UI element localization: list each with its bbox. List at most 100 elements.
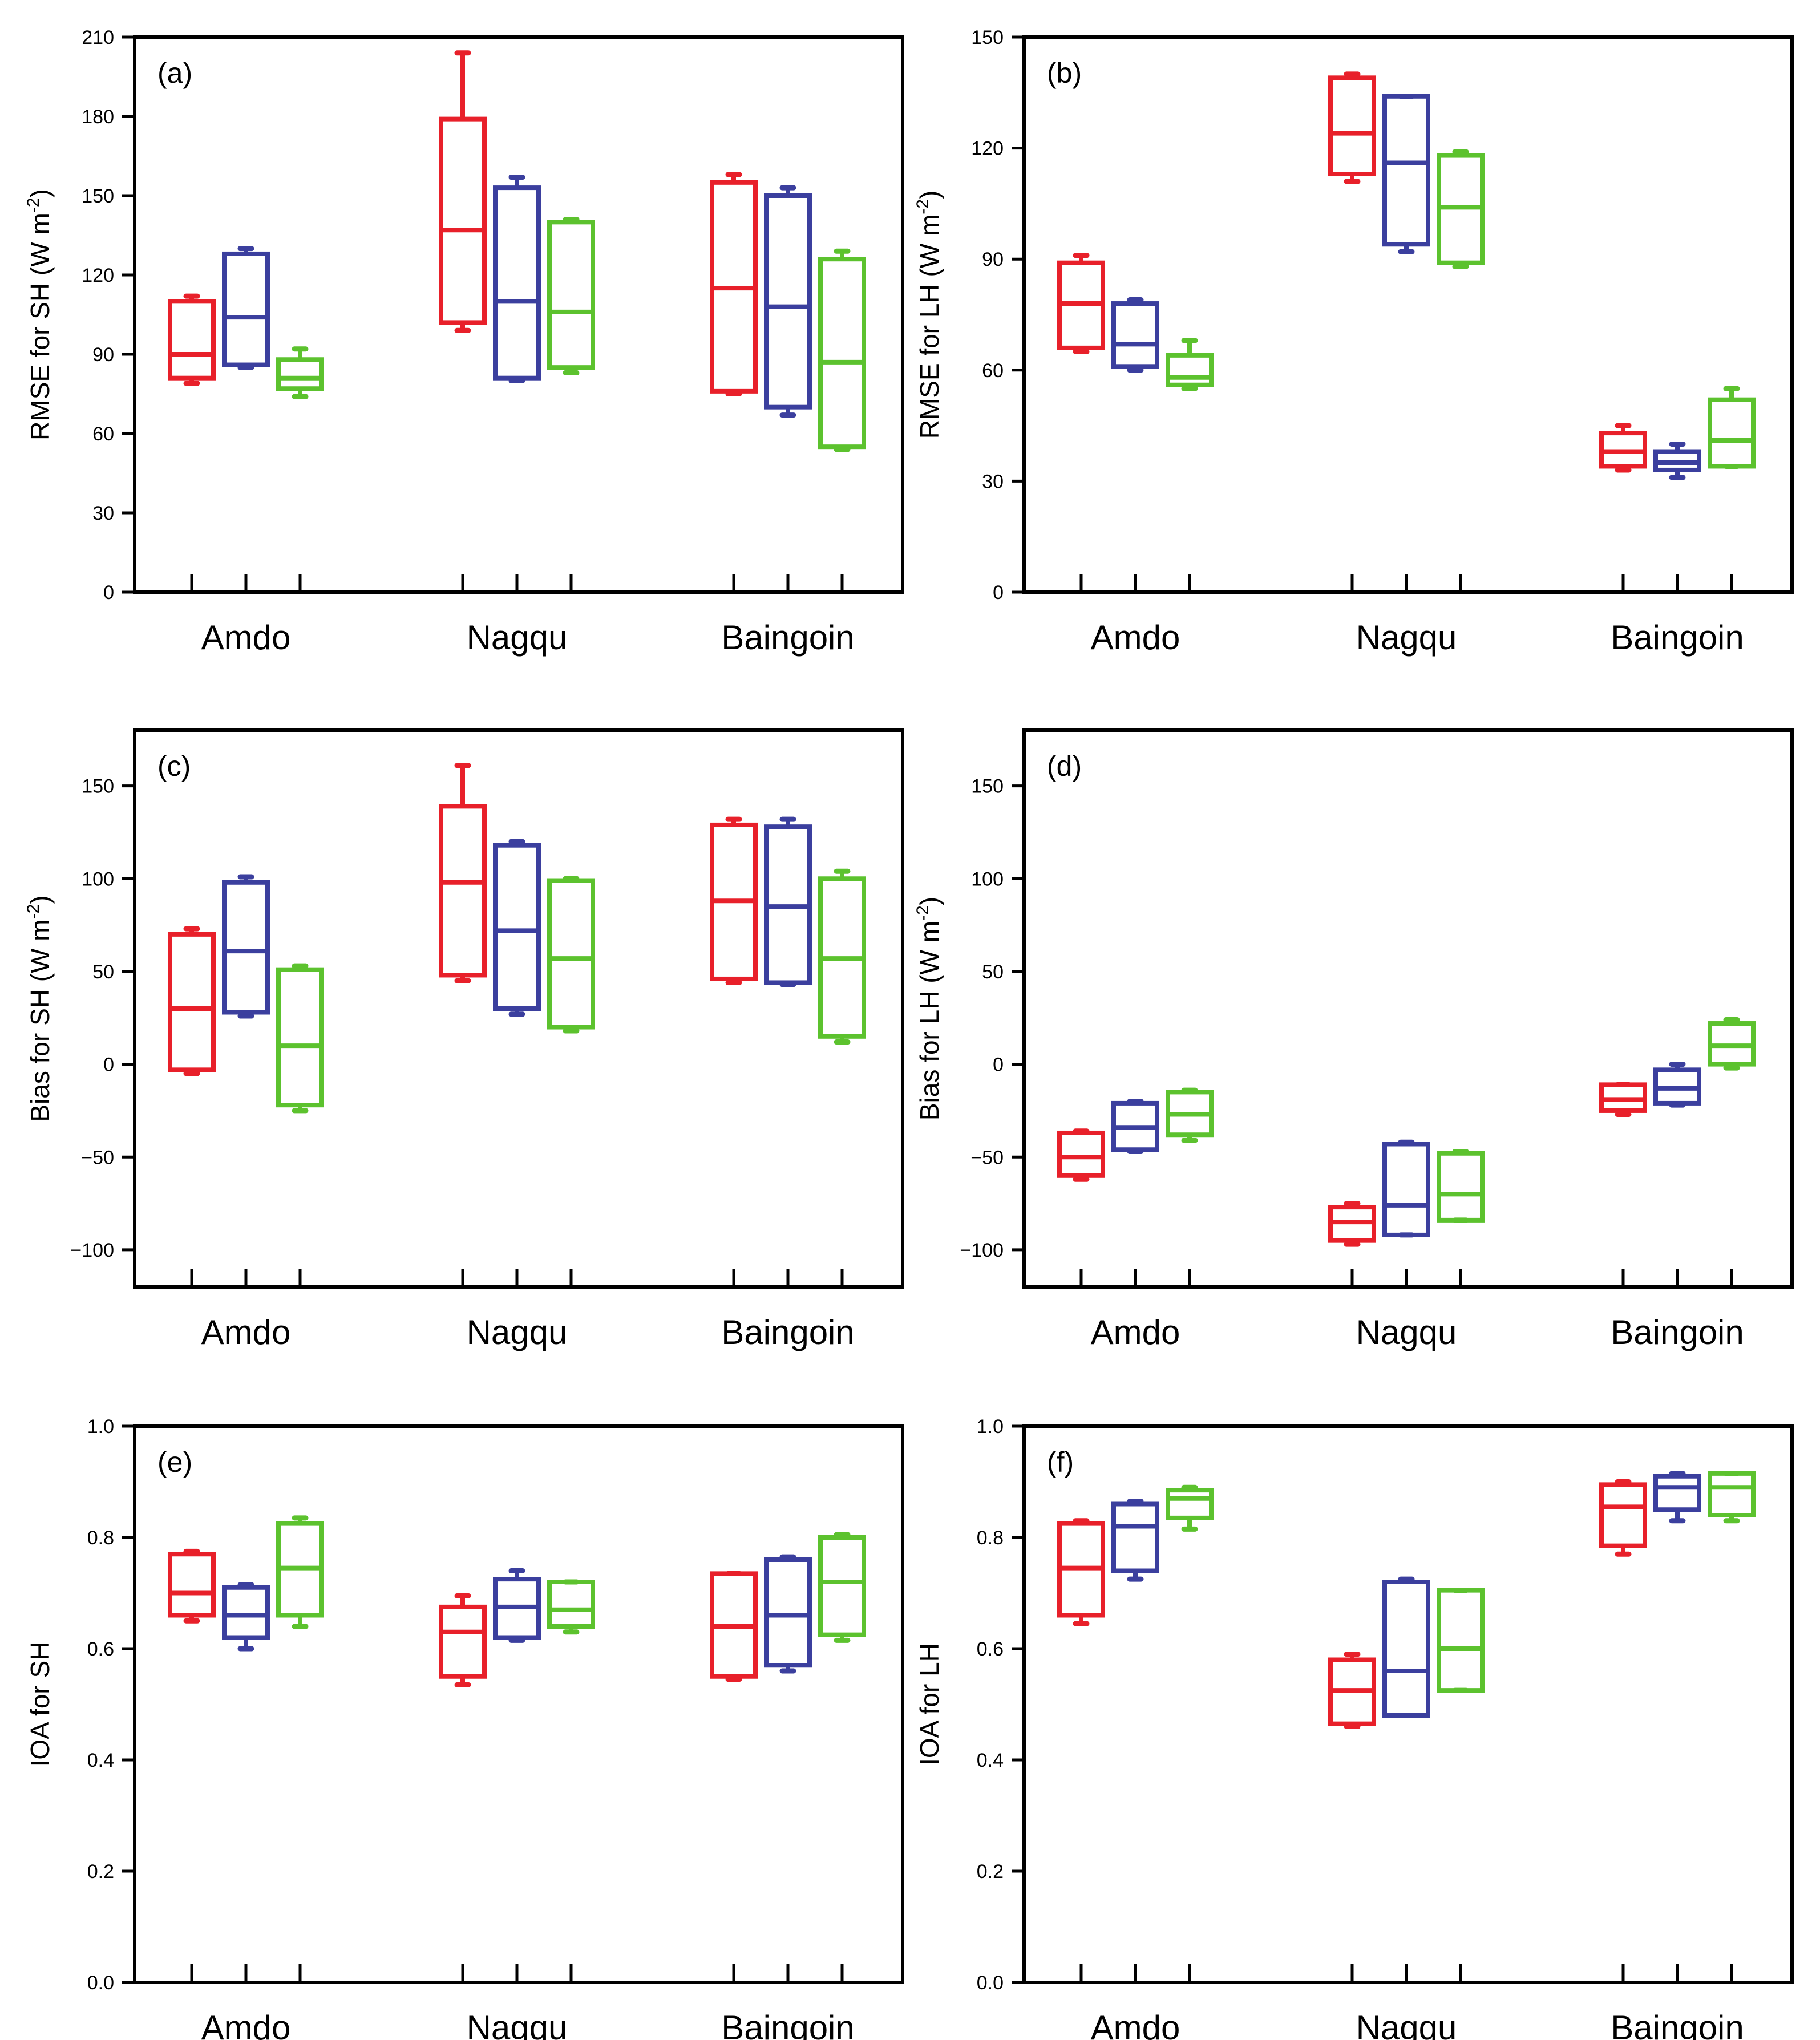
- box-baingoin-blue: [1653, 1062, 1701, 1108]
- box-iqr: [439, 1604, 487, 1679]
- box-iqr: [222, 251, 270, 367]
- box-amdo-red: [1057, 253, 1105, 354]
- y-axis-label: IOA for SH: [25, 1642, 55, 1767]
- box-baingoin-green: [1708, 1017, 1756, 1071]
- category-label: Baingoin: [1611, 618, 1744, 657]
- category-label: Baingoin: [721, 2009, 855, 2040]
- panel-label: (e): [157, 1446, 192, 1478]
- category-label: Amdo: [1091, 618, 1180, 657]
- category-label: Nagqu: [1356, 618, 1457, 657]
- box-nagqu-red: [439, 763, 487, 983]
- box-iqr: [1111, 301, 1159, 369]
- box-baingoin-green: [818, 1532, 866, 1643]
- box-nagqu-green: [1437, 149, 1485, 269]
- box-baingoin-green: [818, 868, 866, 1045]
- box-iqr: [818, 257, 866, 450]
- box-iqr: [1653, 1474, 1701, 1512]
- plot-frame: [133, 35, 904, 594]
- y-tick-label: 0: [103, 1054, 114, 1076]
- y-tick-label: 180: [82, 106, 114, 128]
- panel-label: (a): [157, 57, 192, 89]
- y-axis-label: IOA for LH: [915, 1643, 944, 1766]
- box-iqr: [493, 185, 541, 381]
- box-iqr: [764, 193, 812, 410]
- y-tick-label: 0.6: [87, 1638, 114, 1660]
- box-nagqu-blue: [1382, 94, 1430, 254]
- y-tick-label: 0.6: [977, 1638, 1004, 1660]
- y-tick-label: 150: [82, 185, 114, 207]
- category-label: Nagqu: [1356, 2009, 1457, 2040]
- box-iqr: [276, 357, 324, 391]
- y-tick-label: 210: [82, 27, 114, 48]
- y-axis-label: RMSE for SH (W m-2): [24, 189, 55, 440]
- y-tick-label: 150: [971, 776, 1004, 798]
- box-amdo-red: [168, 926, 216, 1076]
- box-iqr: [439, 804, 487, 978]
- panel-d: −100 −50 0 50 100 150 Amdo Nagqu Baingoin (d) Bias…: [913, 728, 1794, 1351]
- y-tick-label: 0: [993, 1054, 1004, 1076]
- y-tick-label: 150: [971, 27, 1004, 48]
- panel-label: (b): [1047, 57, 1082, 89]
- box-baingoin-blue: [764, 816, 812, 987]
- box-iqr: [1708, 397, 1756, 469]
- panel-label: (c): [157, 750, 191, 782]
- box-nagqu-blue: [493, 175, 541, 383]
- plot-frame: [1022, 1424, 1794, 1984]
- box-iqr: [547, 1580, 595, 1629]
- box-baingoin-red: [1599, 423, 1647, 473]
- box-iqr: [1057, 1130, 1105, 1178]
- box-amdo-blue: [1111, 1099, 1159, 1155]
- box-nagqu-blue: [1382, 1576, 1430, 1718]
- y-tick-label: 60: [982, 360, 1004, 382]
- box-iqr: [1166, 353, 1214, 387]
- box-nagqu-green: [547, 1579, 595, 1635]
- y-tick-label: 0.0: [977, 1972, 1004, 1994]
- box-baingoin-blue: [1653, 1471, 1701, 1524]
- box-iqr: [168, 299, 216, 381]
- category-label: Nagqu: [467, 618, 568, 657]
- box-amdo-red: [1057, 1518, 1105, 1626]
- category-label: Amdo: [1091, 1313, 1180, 1351]
- box-nagqu-blue: [493, 839, 541, 1017]
- box-iqr: [1599, 1482, 1647, 1548]
- y-axis-label: Bias for LH (W m-2): [913, 897, 944, 1120]
- box-iqr: [1111, 1501, 1159, 1573]
- panel-f: 0.0 0.2 0.4 0.6 0.8 1.0 Amdo Nagqu Baingoin (f) IO…: [915, 1416, 1794, 2040]
- y-tick-label: 50: [92, 961, 114, 983]
- category-label: Nagqu: [467, 1313, 568, 1351]
- box-iqr: [1437, 1151, 1485, 1223]
- box-iqr: [1166, 1488, 1214, 1520]
- y-tick-label: 1.0: [977, 1416, 1004, 1438]
- box-iqr: [1382, 1580, 1430, 1718]
- y-tick-label: 150: [82, 776, 114, 798]
- box-baingoin-blue: [1653, 442, 1701, 480]
- y-axis-label: RMSE for LH (W m-2): [913, 191, 944, 439]
- box-amdo-blue: [1111, 297, 1159, 373]
- category-label: Amdo: [1091, 2009, 1180, 2040]
- y-tick-label: 0.8: [977, 1527, 1004, 1549]
- box-iqr: [168, 1552, 216, 1618]
- category-label: Nagqu: [467, 2009, 568, 2040]
- y-axis-label: Bias for SH (W m-2): [24, 895, 55, 1122]
- box-nagqu-red: [439, 1593, 487, 1687]
- box-nagqu-green: [1437, 1588, 1485, 1693]
- y-tick-label: −50: [970, 1147, 1004, 1168]
- category-label: Amdo: [201, 2009, 291, 2040]
- panel-a: 0 30 60 90 120 150 180 210 Amdo Nagqu Baingoin (a) R…: [24, 27, 904, 657]
- box-amdo-red: [168, 293, 216, 386]
- box-iqr: [547, 878, 595, 1030]
- y-tick-label: 30: [982, 471, 1004, 492]
- box-baingoin-red: [1599, 1479, 1647, 1557]
- y-tick-label: 1.0: [87, 1416, 114, 1438]
- box-amdo-blue: [1111, 1499, 1159, 1582]
- box-amdo-green: [276, 1515, 324, 1629]
- box-amdo-blue: [222, 246, 270, 370]
- y-tick-label: 0.0: [87, 1972, 114, 1994]
- box-amdo-green: [1166, 1484, 1214, 1532]
- box-amdo-green: [276, 346, 324, 399]
- plot-frame: [133, 728, 904, 1289]
- category-label: Baingoin: [721, 618, 855, 657]
- box-amdo-green: [1166, 338, 1214, 391]
- y-tick-label: 0: [993, 582, 1004, 604]
- box-nagqu-red: [1328, 1652, 1376, 1729]
